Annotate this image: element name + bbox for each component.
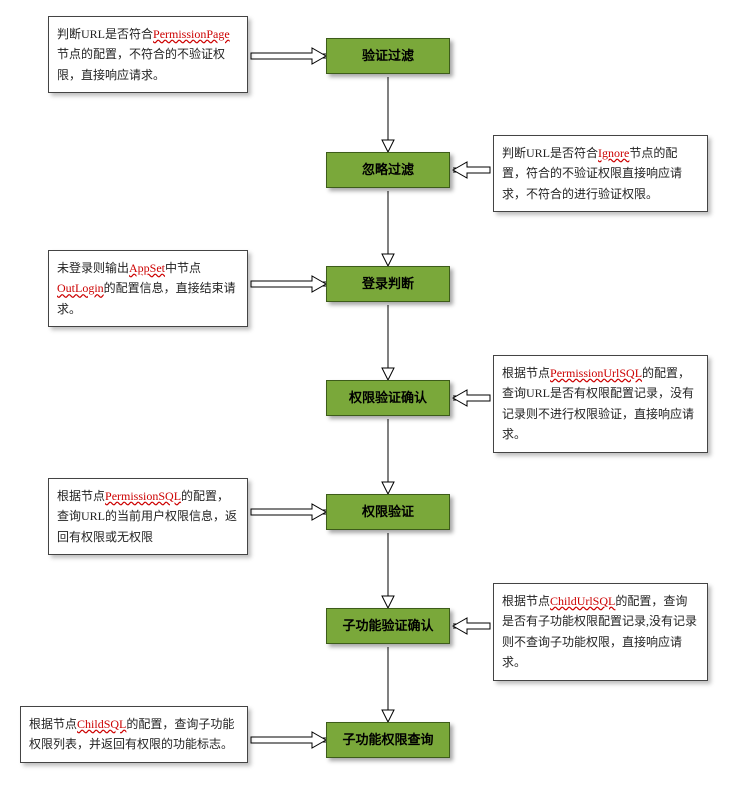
flow-node-n4: 权限验证确认 xyxy=(326,380,450,416)
annotation-note2: 判断URL是否符合Ignore节点的配置，符合的不验证权限直接响应请求，不符合的… xyxy=(493,135,708,212)
note-text: 中节点 xyxy=(165,261,201,275)
keyword: PermissionPage xyxy=(153,27,230,41)
flow-node-n3: 登录判断 xyxy=(326,266,450,302)
note-text: 根据节点 xyxy=(29,717,77,731)
node-label: 子功能权限查询 xyxy=(342,732,433,747)
annotation-note3: 未登录则输出AppSet中节点OutLogin的配置信息，直接结束请求。 xyxy=(48,250,248,327)
note-text: 判断URL是否符合 xyxy=(502,146,598,160)
keyword: PermissionSQL xyxy=(105,489,181,503)
node-label: 登录判断 xyxy=(362,276,414,291)
keyword: ChildUrlSQL xyxy=(550,594,615,608)
flow-node-n5: 权限验证 xyxy=(326,494,450,530)
note-text: 节点的配置，不符合的不验证权限，直接响应请求。 xyxy=(57,47,225,81)
annotation-note7: 根据节点ChildSQL的配置，查询子功能权限列表，并返回有权限的功能标志。 xyxy=(20,706,248,763)
flow-node-n7: 子功能权限查询 xyxy=(326,722,450,758)
flow-node-n6: 子功能验证确认 xyxy=(326,608,450,644)
keyword: ChildSQL xyxy=(77,717,126,731)
annotation-note5: 根据节点PermissionSQL的配置，查询URL的当前用户权限信息，返回有权… xyxy=(48,478,248,555)
annotation-note4: 根据节点PermissionUrlSQL的配置，查询URL是否有权限配置记录，没… xyxy=(493,355,708,453)
keyword: AppSet xyxy=(129,261,165,275)
keyword: OutLogin xyxy=(57,281,104,295)
node-label: 验证过滤 xyxy=(362,48,414,63)
node-label: 权限验证 xyxy=(362,504,414,519)
node-label: 权限验证确认 xyxy=(349,390,427,405)
keyword: PermissionUrlSQL xyxy=(550,366,642,380)
annotation-note1: 判断URL是否符合PermissionPage 节点的配置，不符合的不验证权限，直… xyxy=(48,16,248,93)
note-text: 根据节点 xyxy=(502,594,550,608)
note-text: 未登录则输出 xyxy=(57,261,129,275)
keyword: Ignore xyxy=(598,146,629,160)
node-label: 忽略过滤 xyxy=(362,162,414,177)
note-text: 根据节点 xyxy=(502,366,550,380)
note-text: 根据节点 xyxy=(57,489,105,503)
note-text: 判断URL是否符合 xyxy=(57,27,153,41)
flow-node-n2: 忽略过滤 xyxy=(326,152,450,188)
flow-node-n1: 验证过滤 xyxy=(326,38,450,74)
flowchart-container: 验证过滤忽略过滤登录判断权限验证确认权限验证子功能验证确认子功能权限查询 判断UR… xyxy=(0,0,733,809)
node-label: 子功能验证确认 xyxy=(342,618,433,633)
annotation-note6: 根据节点ChildUrlSQL的配置，查询是否有子功能权限配置记录,没有记录则不… xyxy=(493,583,708,681)
